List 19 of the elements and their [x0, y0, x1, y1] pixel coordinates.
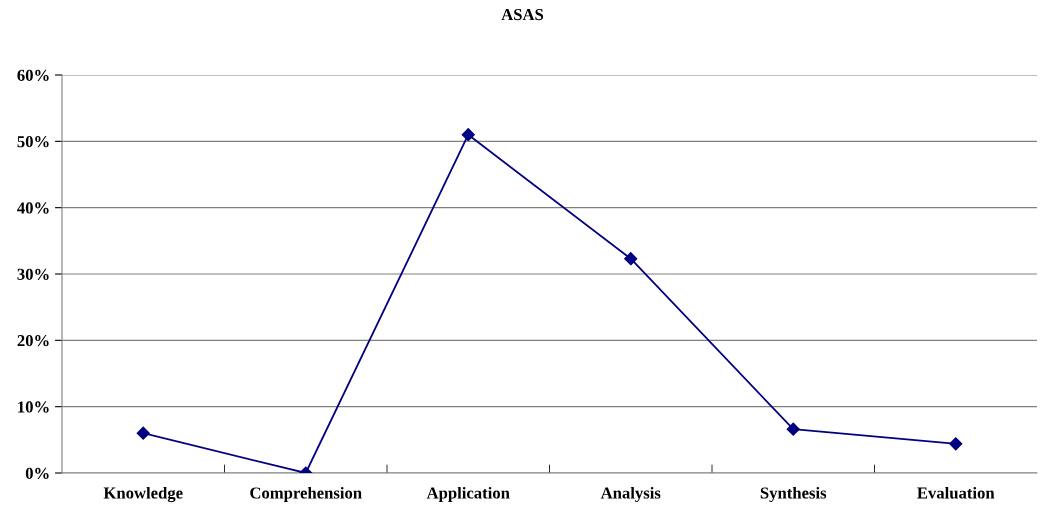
y-tick-label: 10%: [18, 401, 49, 413]
x-tick-label: Analysis: [600, 486, 661, 503]
point: [624, 252, 638, 266]
x-tick-label: Synthesis: [760, 486, 827, 503]
y-tick-label: 30%: [17, 268, 49, 280]
y-tick-label: 40%: [17, 202, 49, 214]
x-tick-label: Comprehension: [250, 486, 362, 502]
y-tick-label: 50%: [17, 136, 49, 148]
x-tick-label: Evaluation: [917, 486, 995, 499]
x-tick-label: Knowledge: [103, 486, 183, 503]
y-tick-label: 60%: [17, 69, 49, 81]
point: [136, 426, 150, 440]
point: [786, 422, 800, 436]
chart-title: ASAS: [501, 8, 544, 21]
point: [949, 437, 963, 451]
x-tick-label: Application: [426, 486, 510, 502]
point: [461, 128, 475, 142]
y-tick-label: 20%: [17, 335, 49, 347]
y-tick-label: 0%: [25, 467, 49, 479]
